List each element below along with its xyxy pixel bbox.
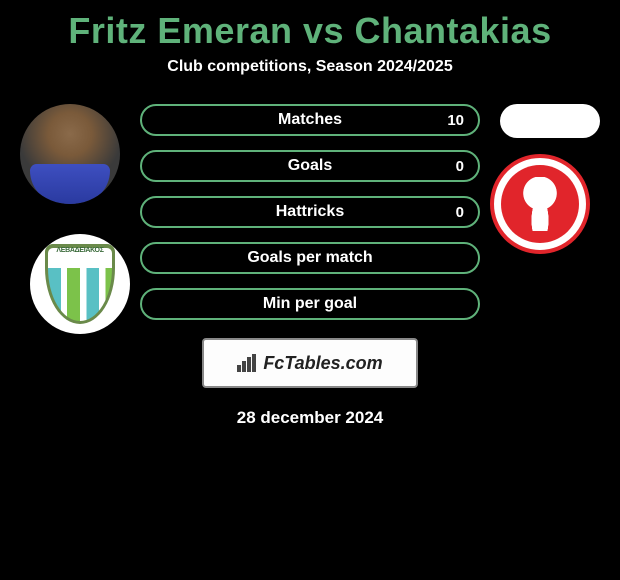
club-crest-icon (501, 165, 579, 243)
stat-row-hattricks: Hattricks 0 (140, 196, 480, 228)
shield-icon (45, 244, 115, 324)
date-label: 28 december 2024 (237, 408, 384, 428)
stat-value-right: 0 (456, 158, 464, 175)
left-club-badge (30, 234, 130, 334)
stat-row-goals: Goals 0 (140, 150, 480, 182)
comparison-row: Matches 10 Goals 0 Hattricks 0 Goals per… (0, 104, 620, 320)
stat-label: Hattricks (276, 203, 344, 221)
right-player-avatar (500, 104, 600, 138)
watermark-text: FcTables.com (263, 353, 382, 374)
stat-label: Min per goal (263, 295, 357, 313)
stat-row-matches: Matches 10 (140, 104, 480, 136)
watermark-box: FcTables.com (202, 338, 418, 388)
stat-row-min-per-goal: Min per goal (140, 288, 480, 320)
stat-value-right: 0 (456, 204, 464, 221)
stat-value-right: 10 (447, 112, 464, 129)
right-club-badge (490, 154, 590, 254)
infographic-root: Fritz Emeran vs Chantakias Club competit… (0, 0, 620, 428)
page-title: Fritz Emeran vs Chantakias (68, 10, 551, 52)
stats-column: Matches 10 Goals 0 Hattricks 0 Goals per… (140, 104, 480, 320)
stat-label: Goals (288, 157, 332, 175)
stat-row-goals-per-match: Goals per match (140, 242, 480, 274)
stat-label: Goals per match (247, 249, 372, 267)
stat-label: Matches (278, 111, 342, 129)
page-subtitle: Club competitions, Season 2024/2025 (167, 58, 452, 76)
left-player-avatar (20, 104, 120, 204)
bar-chart-icon (237, 354, 257, 372)
